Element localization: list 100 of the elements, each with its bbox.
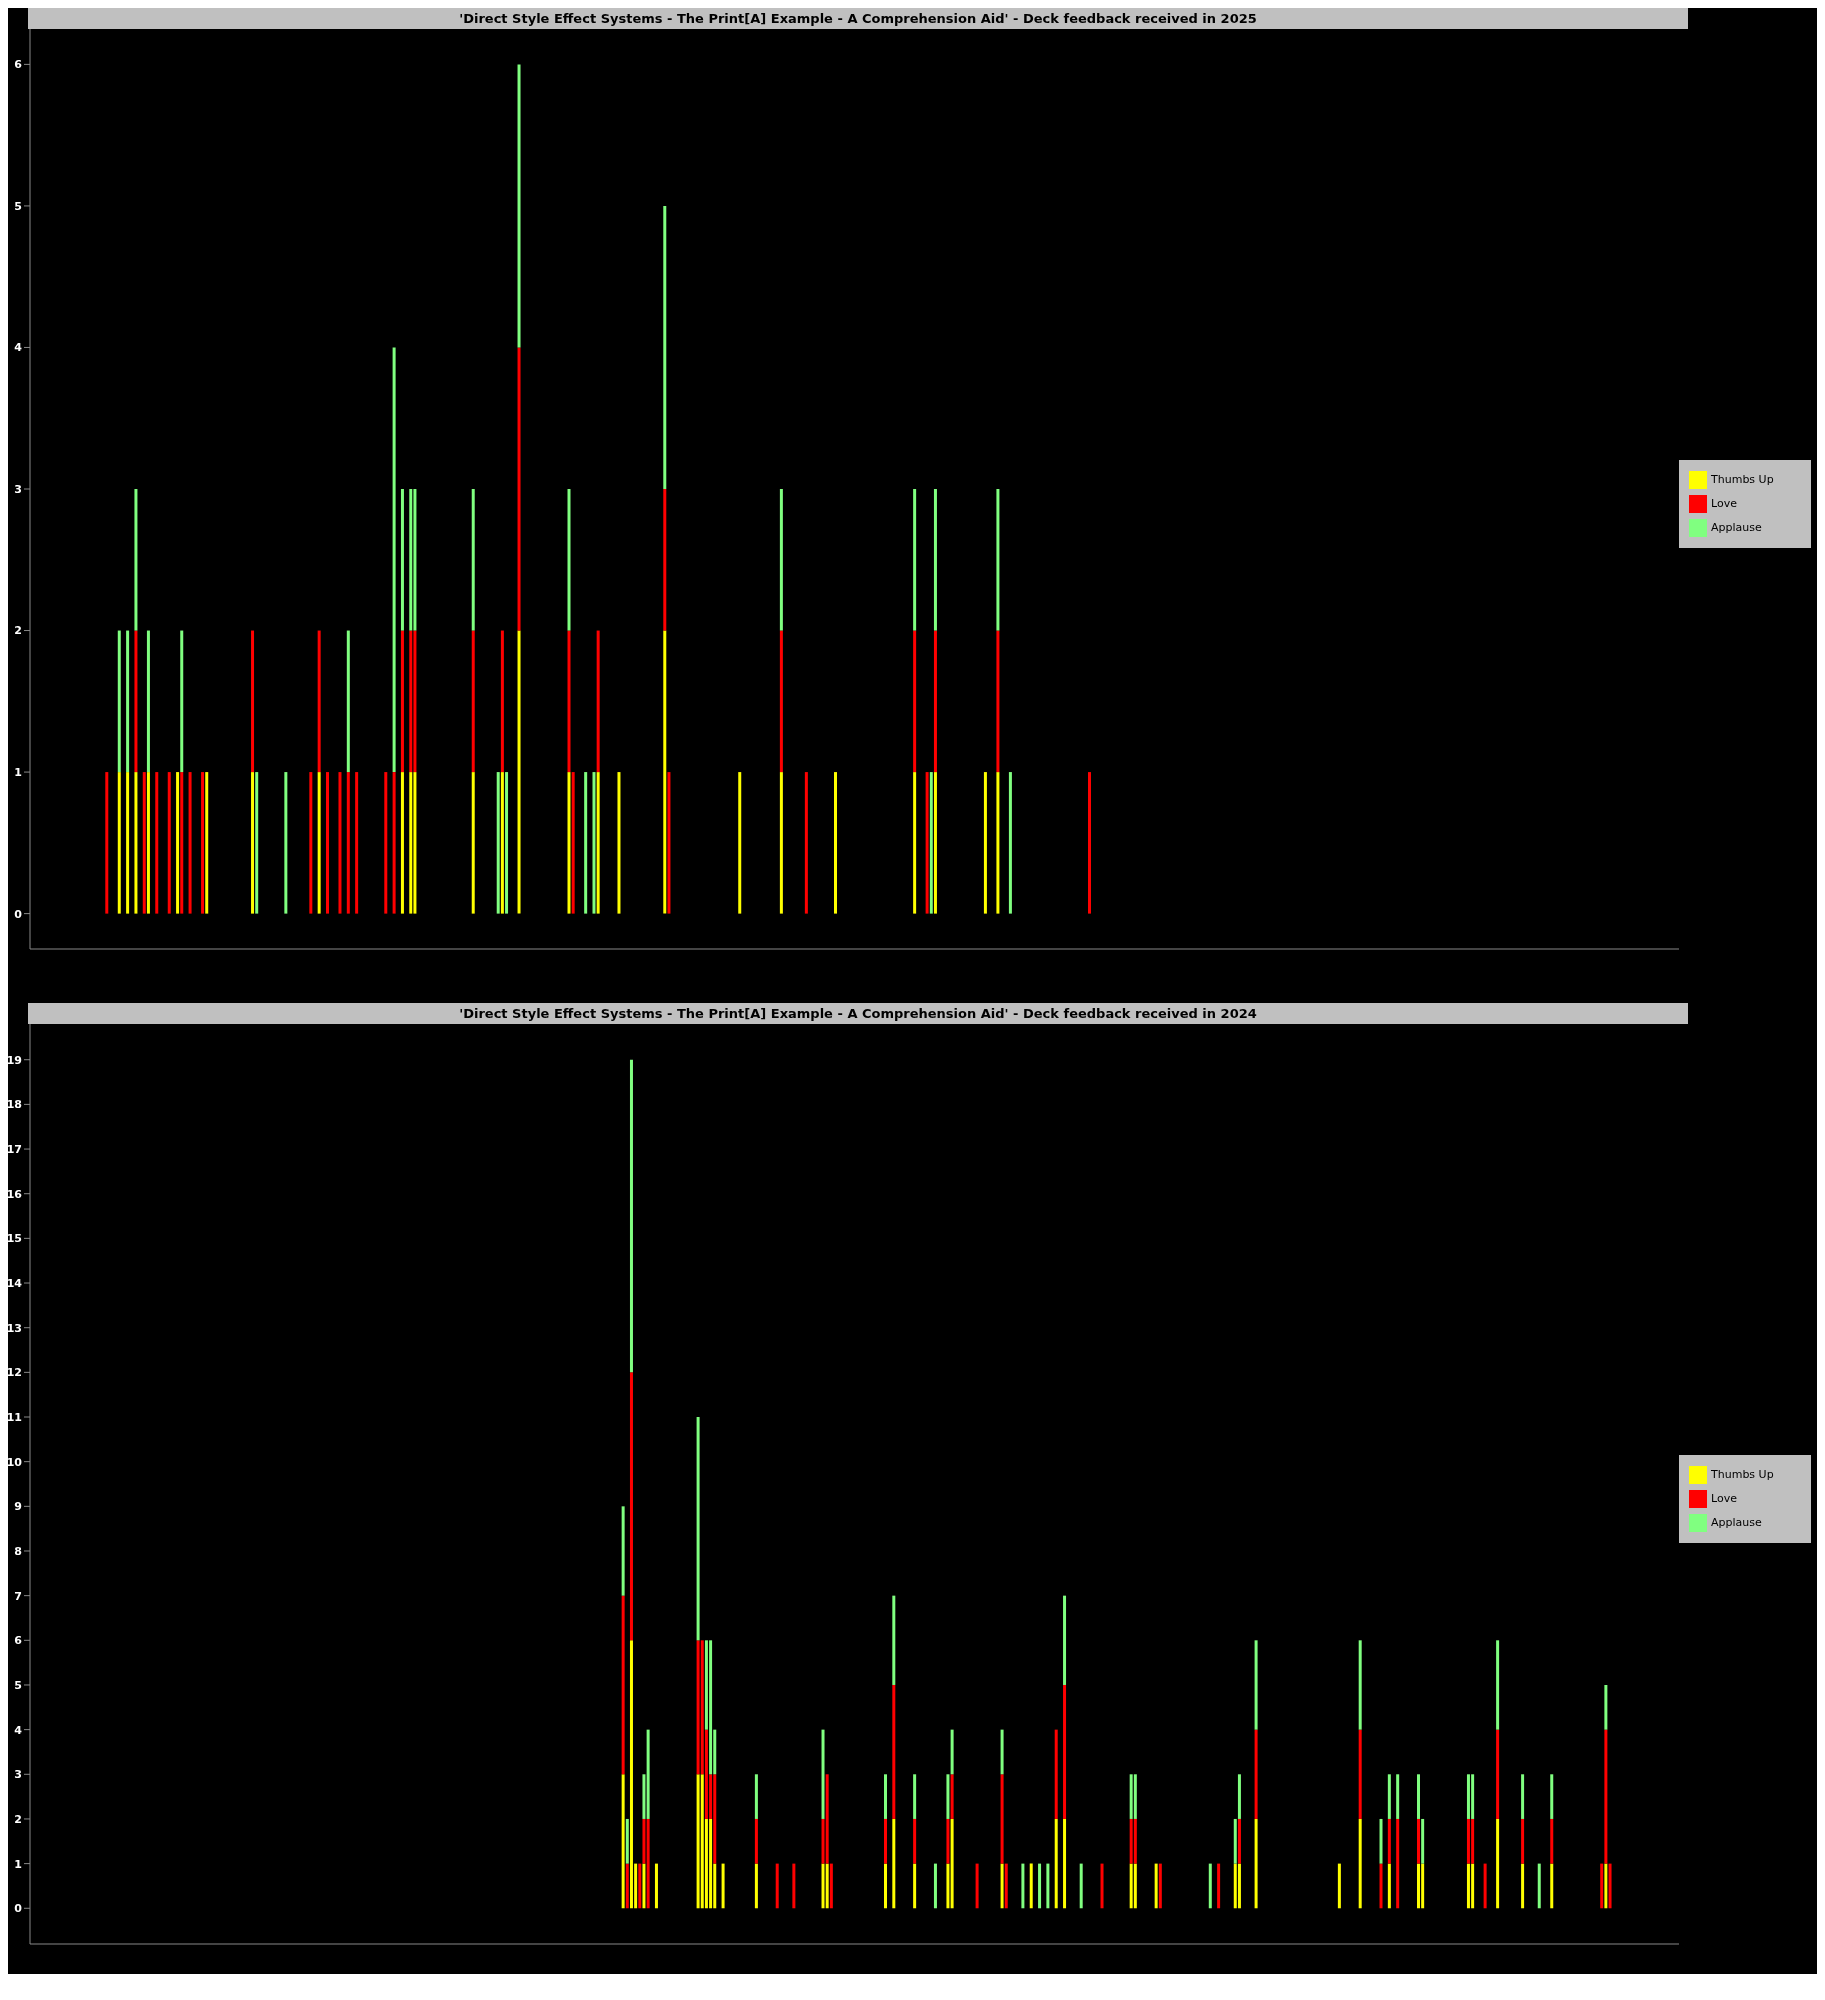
- bar: [913, 1774, 917, 1819]
- bar: [251, 630, 255, 773]
- y-tick-label: 5: [14, 1678, 22, 1692]
- bar: [721, 1863, 725, 1909]
- y-tick-label: 7: [14, 1589, 22, 1603]
- bar: [642, 1774, 646, 1819]
- bar: [1466, 1774, 1470, 1819]
- bar: [946, 1863, 950, 1909]
- bar: [754, 1818, 758, 1864]
- bar: [1521, 1774, 1525, 1819]
- bar: [709, 1818, 713, 1909]
- bar: [1604, 1684, 1608, 1730]
- bar: [1000, 1863, 1004, 1909]
- bar: [1521, 1818, 1525, 1864]
- bar: [913, 1818, 917, 1864]
- bar: [825, 1774, 829, 1864]
- bar: [1254, 1729, 1258, 1819]
- bar: [1079, 1863, 1083, 1909]
- y-tick-label: 18: [6, 1098, 22, 1112]
- bar: [142, 772, 146, 914]
- bar: [925, 772, 929, 914]
- bar: [126, 772, 130, 914]
- bar: [284, 772, 288, 914]
- bar: [779, 630, 783, 773]
- bar: [975, 1863, 979, 1909]
- bar: [700, 1774, 704, 1909]
- bar: [933, 1863, 937, 1909]
- bar: [1496, 1818, 1500, 1909]
- bar: [1133, 1774, 1137, 1819]
- bar: [946, 1774, 950, 1819]
- bar: [346, 630, 350, 773]
- bar: [567, 772, 571, 914]
- bar: [1233, 1818, 1237, 1864]
- y-tick-label: 5: [14, 199, 22, 213]
- bar: [621, 1774, 625, 1909]
- y-tick-label: 1: [14, 765, 22, 779]
- bar: [1237, 1863, 1241, 1909]
- bar: [1600, 1863, 1604, 1909]
- bar: [1133, 1818, 1137, 1864]
- bar: [126, 630, 130, 773]
- y-tick-label: 1: [14, 1857, 22, 1871]
- y-tick-label: 2: [14, 1812, 22, 1826]
- bar: [950, 1729, 954, 1775]
- bar: [933, 772, 937, 914]
- bar: [567, 630, 571, 773]
- y-tick-label: 6: [14, 58, 23, 72]
- bar: [621, 1595, 625, 1775]
- bar: [1396, 1818, 1400, 1909]
- bar: [1466, 1818, 1470, 1864]
- bar: [667, 772, 671, 914]
- bar: [309, 772, 313, 914]
- bar: [1358, 1729, 1362, 1819]
- bar: [1063, 1818, 1067, 1909]
- bar: [134, 630, 138, 773]
- bar: [625, 1863, 629, 1909]
- bar: [1008, 772, 1012, 914]
- y-tick-label: 12: [6, 1366, 22, 1380]
- bar: [1088, 772, 1092, 914]
- bar: [642, 1863, 646, 1909]
- legend-label: Applause: [1711, 521, 1762, 534]
- bar: [409, 772, 413, 914]
- bar: [596, 630, 600, 773]
- legend-label: Applause: [1711, 1516, 1762, 1529]
- bar: [1063, 1595, 1067, 1685]
- bar: [1387, 1863, 1391, 1909]
- bar: [413, 630, 417, 773]
- bar: [1521, 1863, 1525, 1909]
- bar: [517, 64, 521, 348]
- bar: [638, 1863, 642, 1909]
- bar: [134, 772, 138, 914]
- bar: [1000, 1774, 1004, 1864]
- bar: [1063, 1684, 1067, 1819]
- y-tick-label: 9: [14, 1500, 22, 1514]
- bar: [775, 1863, 779, 1909]
- y-tick-label: 4: [14, 341, 23, 355]
- bar: [1471, 1863, 1475, 1909]
- chart-title: 'Direct Style Effect Systems - The Print[A] Example - A Comprehension Aid' - Deck feedback received in 2025: [28, 8, 1688, 29]
- bar: [1379, 1818, 1383, 1864]
- bar: [1358, 1640, 1362, 1730]
- bar: [201, 772, 205, 914]
- bar: [779, 489, 783, 631]
- bar: [617, 772, 621, 914]
- bar: [1396, 1774, 1400, 1819]
- bar: [892, 1684, 896, 1819]
- y-tick-label: 0: [14, 907, 23, 921]
- y-tick-label: 13: [6, 1321, 22, 1335]
- bar: [821, 1729, 825, 1819]
- bar: [892, 1595, 896, 1685]
- bar: [1254, 1818, 1258, 1909]
- bar: [317, 772, 321, 914]
- bar: [505, 772, 509, 914]
- bar: [913, 489, 917, 631]
- bar: [629, 1640, 633, 1909]
- bar: [779, 772, 783, 914]
- bar: [642, 1818, 646, 1864]
- bar: [1421, 1818, 1425, 1864]
- bar: [1233, 1863, 1237, 1909]
- bar: [471, 489, 475, 631]
- y-tick-label: 0: [14, 1902, 23, 1916]
- bar: [950, 1818, 954, 1909]
